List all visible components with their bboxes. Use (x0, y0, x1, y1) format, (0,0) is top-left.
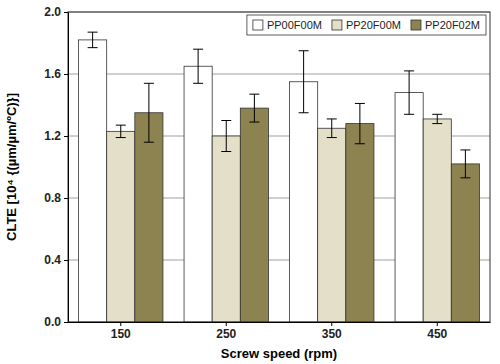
legend-item: PP00F00M (253, 19, 322, 31)
bar (423, 119, 451, 322)
tick: 1.6 (44, 67, 68, 81)
tick-label: 250 (216, 327, 236, 341)
error-bar (404, 71, 414, 114)
legend-label: PP20F02M (425, 19, 480, 31)
legend-swatch (332, 20, 342, 30)
plot: 0.00.40.81.21.62.0150250350450PP00F00MPP… (44, 5, 490, 340)
y-axis: 0.0 0.4 0.8 1.2 1.6 2.0 (44, 5, 68, 329)
bar (135, 113, 163, 322)
error-bar (432, 114, 442, 123)
error-bar (249, 94, 259, 122)
legend-item: PP20F02M (411, 19, 480, 31)
tick-label: 0.8 (44, 191, 61, 205)
tick-label: 1.2 (44, 129, 61, 143)
bar (346, 124, 374, 322)
tick-mark (437, 322, 438, 326)
tick-mark (64, 322, 68, 323)
bar (212, 136, 240, 322)
legend-label: PP00F00M (267, 19, 322, 31)
error-bar (221, 121, 231, 152)
tick: 0.0 (44, 315, 68, 329)
tick: 250 (216, 322, 236, 341)
tick-label: 0.0 (44, 315, 61, 329)
error-bar (460, 150, 470, 178)
axis-line (69, 322, 491, 323)
error-bar (299, 51, 309, 113)
error-bar (327, 119, 337, 138)
legend: PP00F00M PP20F00M PP20F02M (247, 15, 486, 35)
tick: 350 (322, 322, 342, 341)
bar (79, 40, 107, 322)
tick-label: 150 (111, 327, 131, 341)
legend-label: PP20F00M (346, 19, 401, 31)
series (79, 32, 424, 322)
plot-frame (68, 12, 490, 322)
legend-swatch (411, 20, 421, 30)
legend-swatch (253, 20, 263, 30)
grid-line (68, 74, 490, 75)
tick: 1.2 (44, 129, 68, 143)
bar (107, 131, 135, 322)
tick-mark (64, 198, 68, 199)
bar (290, 82, 318, 322)
tick-mark (331, 322, 332, 326)
tick-mark (64, 136, 68, 137)
bar (451, 164, 479, 322)
tick-label: 450 (427, 327, 447, 341)
y-axis-title: CLTE [10⁴ {(µm/µm/ºC)}] (4, 93, 19, 241)
error-bar (144, 83, 154, 142)
bar (318, 128, 346, 322)
tick: 450 (427, 322, 447, 341)
bars (79, 32, 480, 322)
tick: 0.8 (44, 191, 68, 205)
tick-label: 0.4 (44, 253, 61, 267)
error-bar (193, 49, 203, 83)
x-axis-title: Screw speed (rpm) (221, 346, 337, 361)
legend-box (247, 15, 486, 35)
x-axis: 150 250 350 450 (69, 322, 491, 341)
bar (395, 93, 423, 322)
error-bar (355, 103, 365, 143)
tick-label: 1.6 (44, 67, 61, 81)
bar (240, 108, 268, 322)
tick-mark (120, 322, 121, 326)
series (135, 83, 480, 322)
tick: 0.4 (44, 253, 68, 267)
tick-mark (64, 260, 68, 261)
tick-mark (226, 322, 227, 326)
bar (184, 66, 212, 322)
chart: 0.00.40.81.21.62.0150250350450PP00F00MPP… (0, 0, 500, 364)
legend-item: PP20F00M (332, 19, 401, 31)
error-bar (116, 125, 126, 137)
tick-mark (64, 12, 68, 13)
tick: 2.0 (44, 5, 68, 19)
error-bar (88, 32, 98, 48)
grid (68, 12, 490, 322)
tick: 150 (111, 322, 131, 341)
tick-label: 350 (322, 327, 342, 341)
tick-mark (64, 74, 68, 75)
tick-label: 2.0 (44, 5, 61, 19)
axis-line (68, 13, 69, 323)
